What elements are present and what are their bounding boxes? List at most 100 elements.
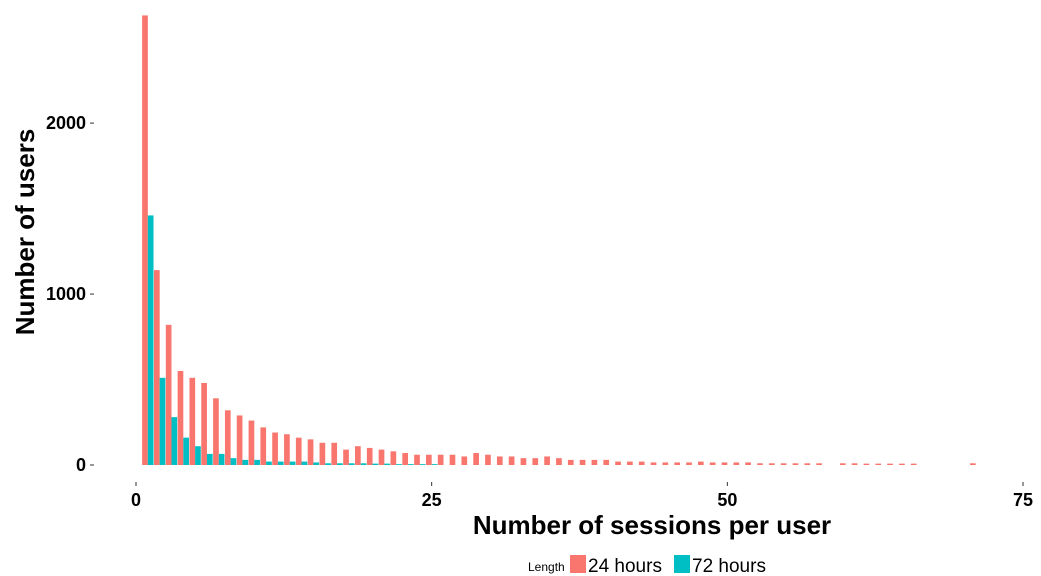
bar-24-hours-22	[390, 451, 397, 465]
bar-24-hours-63	[875, 463, 882, 465]
legend-key-72-hours	[674, 555, 690, 573]
bar-24-hours-41	[615, 461, 621, 465]
bar-72-hours-21	[384, 463, 391, 465]
bar-24-hours-39	[591, 459, 598, 465]
bar-72-hours-22	[396, 464, 402, 465]
bar-24-hours-38	[579, 459, 586, 465]
bar-72-hours-8	[230, 458, 237, 465]
y-tick-label-2000: 2000	[46, 113, 86, 133]
bar-24-hours-18	[343, 449, 349, 465]
bar-24-hours-34	[532, 458, 539, 465]
legend-title: Length	[528, 560, 565, 574]
bar-24-hours-58	[816, 463, 822, 465]
bar-24-hours-6	[201, 382, 207, 465]
bar-24-hours-23	[402, 453, 409, 465]
x-tick-label-0: 0	[131, 490, 141, 510]
bar-72-hours-23	[408, 464, 414, 465]
bar-24-hours-43	[638, 461, 645, 465]
bar-72-hours-9	[242, 459, 249, 465]
bar-24-hours-61	[851, 463, 858, 465]
bar-24-hours-71	[970, 463, 976, 465]
bar-24-hours-37	[567, 459, 574, 465]
bar-24-hours-3	[165, 324, 172, 465]
y-tick-label-1000: 1000	[46, 284, 86, 304]
bar-24-hours-7	[213, 398, 219, 465]
bar-24-hours-36	[556, 458, 562, 465]
bar-24-hours-46	[674, 462, 681, 465]
bar-24-hours-15	[307, 439, 314, 465]
bar-24-hours-49	[709, 462, 716, 465]
bar-72-hours-11	[266, 461, 272, 465]
legend-label-24-hours: 24 hours	[588, 556, 662, 576]
bar-24-hours-14	[295, 437, 302, 465]
bar-24-hours-45	[662, 462, 669, 465]
bar-24-hours-60	[839, 463, 846, 465]
bar-24-hours-27	[449, 454, 456, 465]
bar-24-hours-42	[627, 461, 633, 465]
x-axis-title: Number of sessions per user	[473, 510, 831, 540]
bar-24-hours-52	[745, 462, 751, 465]
bar-24-hours-40	[603, 459, 610, 465]
bar-24-hours-65	[899, 463, 905, 465]
bar-72-hours-1	[147, 215, 154, 465]
bar-72-hours-20	[372, 463, 379, 465]
bar-24-hours-21	[378, 449, 385, 465]
bar-24-hours-13	[284, 434, 290, 465]
bar-24-hours-66	[910, 463, 917, 465]
bar-72-hours-4	[183, 437, 189, 465]
bar-24-hours-57	[804, 463, 811, 465]
bar-24-hours-51	[733, 462, 740, 465]
bar-24-hours-26	[437, 454, 444, 465]
bar-72-hours-18	[348, 463, 355, 465]
bar-24-hours-29	[473, 453, 479, 465]
bar-24-hours-56	[792, 463, 799, 465]
bar-24-hours-62	[863, 463, 870, 465]
bar-72-hours-2	[159, 377, 166, 465]
bar-24-hours-28	[461, 456, 468, 465]
bar-72-hours-17	[337, 463, 343, 465]
y-axis-title: Number of users	[10, 129, 40, 336]
bar-24-hours-50	[721, 462, 728, 465]
bar-24-hours-35	[544, 456, 550, 465]
bar-24-hours-19	[355, 446, 361, 465]
bar-24-hours-20	[366, 447, 373, 465]
bar-72-hours-3	[171, 417, 178, 465]
bar-72-hours-25	[431, 464, 438, 465]
bar-24-hours-54	[768, 463, 775, 465]
x-tick-label-50: 50	[717, 490, 737, 510]
x-tick-label-25: 25	[422, 490, 442, 510]
bar-72-hours-6	[206, 453, 213, 465]
bar-24-hours-17	[331, 442, 338, 465]
bar-24-hours-2	[153, 270, 160, 465]
bar-24-hours-31	[496, 456, 503, 465]
bar-24-hours-55	[780, 463, 787, 465]
bar-24-hours-24	[414, 454, 420, 465]
legend-label-72-hours: 72 hours	[692, 556, 766, 576]
bar-24-hours-16	[319, 442, 326, 465]
bar-72-hours-13	[289, 461, 296, 465]
legend: Length 24 hours 72 hours	[528, 555, 766, 576]
bar-24-hours-9	[236, 415, 243, 465]
bar-72-hours-15	[313, 462, 320, 465]
bar-72-hours-24	[419, 464, 426, 465]
bar-24-hours-48	[698, 461, 704, 465]
bars	[142, 15, 976, 465]
y-tick-label-0: 0	[76, 455, 86, 475]
bar-24-hours-44	[650, 462, 657, 465]
bar-24-hours-4	[177, 370, 184, 465]
bar-72-hours-5	[195, 446, 201, 465]
bar-24-hours-25	[425, 454, 432, 465]
bar-24-hours-5	[189, 377, 196, 465]
bar-24-hours-8	[224, 410, 231, 465]
bar-24-hours-32	[508, 456, 515, 465]
bar-72-hours-12	[277, 461, 284, 465]
bar-24-hours-33	[520, 458, 527, 465]
bar-24-hours-47	[686, 462, 692, 465]
y-axis: 0 1000 2000	[46, 113, 94, 475]
bar-24-hours-12	[272, 432, 278, 465]
bar-72-hours-14	[301, 461, 308, 465]
bar-24-hours-11	[260, 427, 267, 465]
legend-key-24-hours	[570, 555, 586, 573]
bar-72-hours-16	[325, 463, 331, 465]
